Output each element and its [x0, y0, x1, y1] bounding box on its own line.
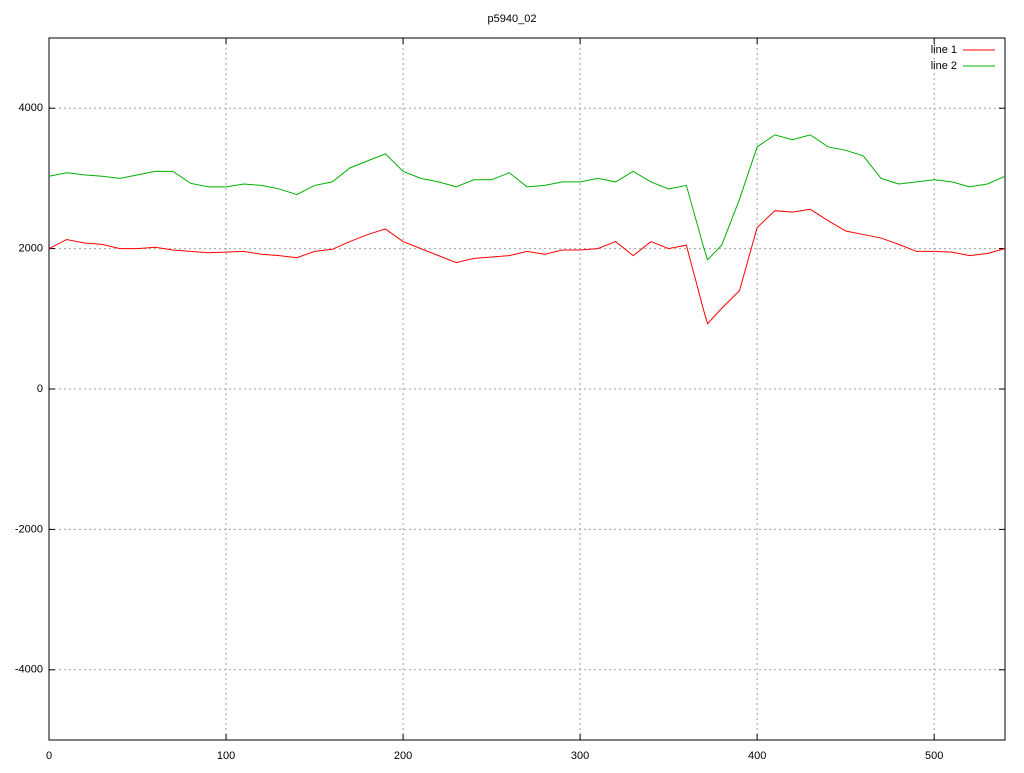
plot-frame [48, 37, 1006, 741]
y-tick-label: 2000 [19, 243, 43, 255]
chart-title: p5940_02 [488, 13, 537, 25]
x-tick-label: 100 [217, 750, 235, 762]
legend-label: line 2 [931, 60, 957, 72]
legend-label: line 1 [931, 44, 957, 56]
x-tick-label: 300 [571, 750, 589, 762]
y-tick-label: -4000 [15, 664, 43, 676]
y-tick-label: -2000 [15, 523, 43, 535]
y-tick-label: 4000 [19, 102, 43, 114]
x-tick-label: 500 [925, 750, 943, 762]
x-tick-label: 400 [748, 750, 766, 762]
data-line [48, 208, 1006, 325]
x-tick-label: 0 [46, 750, 52, 762]
x-tick-label: 200 [394, 750, 412, 762]
y-tick-label: 0 [37, 383, 43, 395]
data-line [48, 134, 1006, 261]
